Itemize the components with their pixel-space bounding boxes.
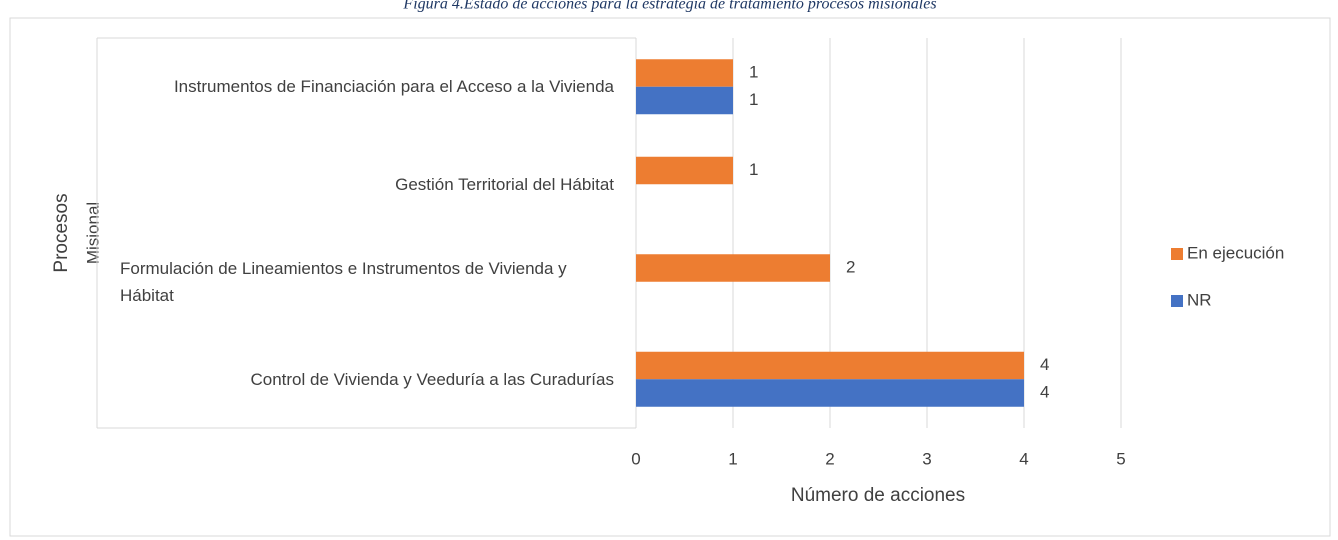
x-axis-label: Número de acciones <box>791 485 965 506</box>
data-label: 4 <box>1040 355 1049 374</box>
data-label: 1 <box>749 160 758 179</box>
bar <box>636 156 733 185</box>
bar <box>636 59 733 87</box>
x-tick-label: 2 <box>825 449 834 468</box>
bar <box>636 379 1024 407</box>
legend-label: En ejecución <box>1187 243 1284 262</box>
x-tick-label: 4 <box>1019 449 1028 468</box>
bar <box>636 351 1024 380</box>
legend-label: NR <box>1187 290 1212 309</box>
bar <box>636 254 830 282</box>
data-label: 1 <box>749 62 758 81</box>
y-tick-label: Formulación de Lineamientos e Instrument… <box>120 258 567 305</box>
x-tick-label: 0 <box>631 449 640 468</box>
legend-swatch <box>1171 295 1183 307</box>
category-label-box: Gestión Territorial del Hábitat <box>120 136 614 233</box>
data-label: 2 <box>846 257 855 276</box>
y-tick-label: Instrumentos de Financiación para el Acc… <box>173 77 614 96</box>
x-tick-label: 5 <box>1116 449 1125 468</box>
group-label: Misional <box>83 202 102 264</box>
category-label-box: Formulación de Lineamientos e Instrument… <box>120 233 614 330</box>
data-label: 4 <box>1040 382 1049 401</box>
y-axis-label: Procesos <box>51 193 72 272</box>
y-tick-label: Control de Vivienda y Veeduría a las Cur… <box>250 369 614 389</box>
y-tick-label: Gestión Territorial del Hábitat <box>395 174 614 194</box>
legend-swatch <box>1171 248 1183 260</box>
data-label: 1 <box>749 90 758 109</box>
bar <box>636 86 733 115</box>
category-label-box: Control de Vivienda y Veeduría a las Cur… <box>120 331 614 428</box>
category-label-box: Instrumentos de Financiación para el Acc… <box>120 38 614 135</box>
x-tick-label: 1 <box>728 449 737 468</box>
x-tick-label: 3 <box>922 449 931 468</box>
chart-title: Figura 4.Estado de acciones para la estr… <box>402 0 936 13</box>
